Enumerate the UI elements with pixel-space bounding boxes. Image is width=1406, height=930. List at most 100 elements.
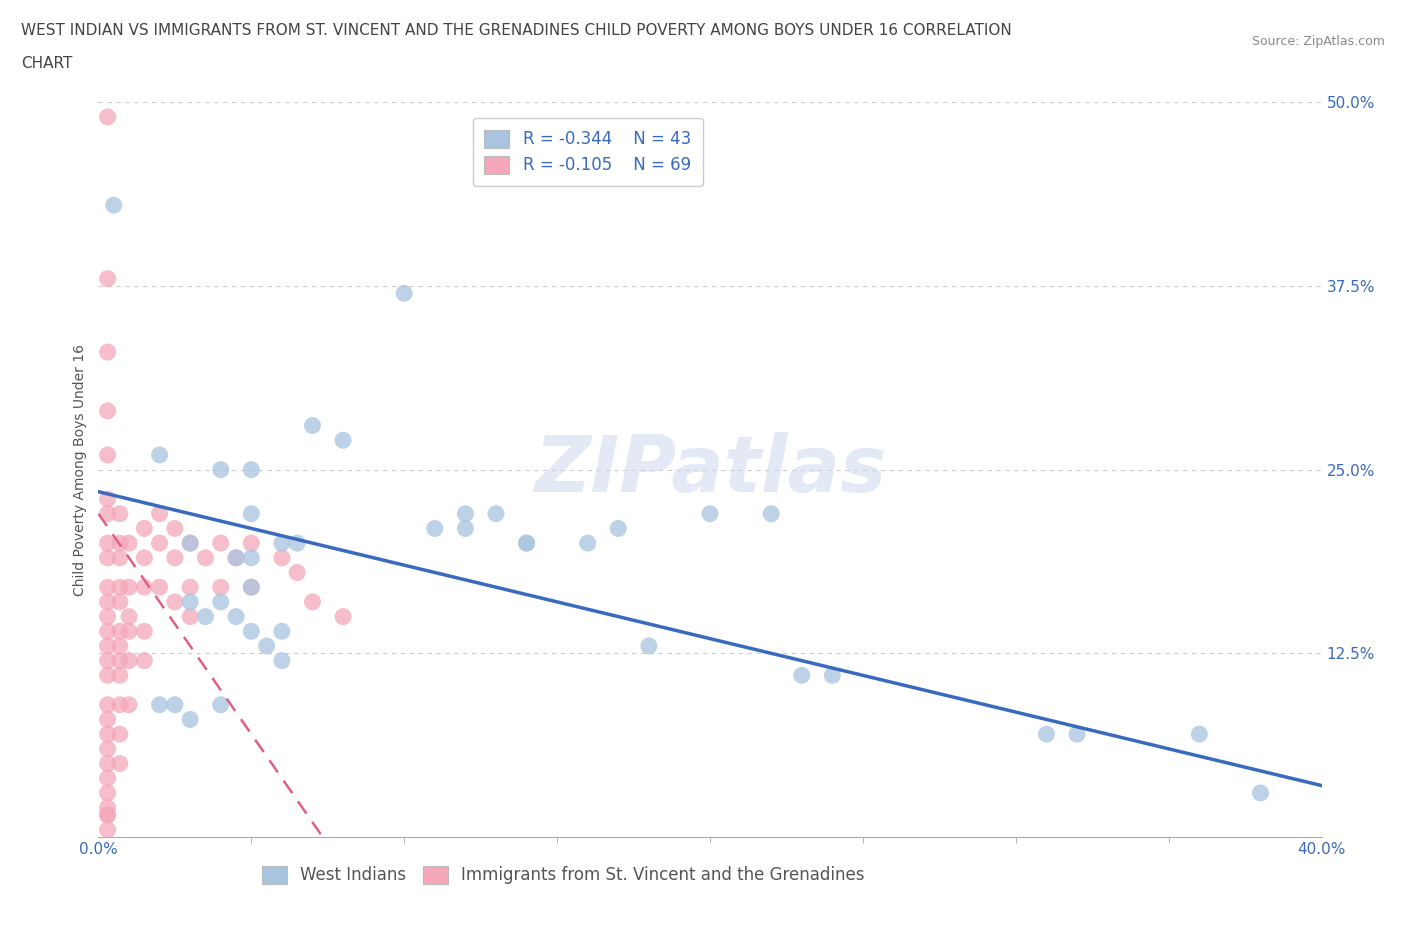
Point (97, 786, 120, 801)
Point (97, 807, 120, 822)
Point (179, 579, 201, 594)
Point (225, 551, 247, 565)
Point (332, 609, 354, 624)
Point (97, 551, 120, 565)
Point (209, 462, 232, 477)
Point (97, 447, 120, 462)
Text: Source: ZipAtlas.com: Source: ZipAtlas.com (1251, 35, 1385, 48)
Point (97, 506, 120, 521)
Point (240, 624, 263, 639)
Text: WEST INDIAN VS IMMIGRANTS FROM ST. VINCENT AND THE GRENADINES CHILD POVERTY AMON: WEST INDIAN VS IMMIGRANTS FROM ST. VINCE… (21, 23, 1012, 38)
Point (134, 551, 156, 565)
Point (485, 506, 508, 521)
Point (108, 653, 131, 668)
Point (163, 551, 186, 565)
Point (108, 639, 131, 654)
Point (209, 698, 232, 712)
Point (301, 418, 323, 433)
Point (270, 653, 292, 668)
Point (97, 741, 120, 756)
Point (108, 579, 131, 594)
Point (179, 594, 201, 609)
Point (134, 521, 156, 536)
Point (516, 536, 538, 551)
Point (149, 579, 172, 594)
Point (607, 521, 630, 536)
Point (97, 110, 120, 125)
Point (285, 565, 308, 580)
Point (149, 447, 172, 462)
Point (516, 536, 538, 551)
Point (108, 506, 131, 521)
Point (270, 536, 292, 551)
Point (759, 506, 782, 521)
Point (179, 609, 201, 624)
Point (118, 624, 141, 639)
Point (108, 756, 131, 771)
Point (209, 536, 232, 551)
Point (97, 492, 120, 507)
Point (225, 609, 247, 624)
Point (97, 594, 120, 609)
Text: CHART: CHART (21, 56, 73, 71)
Point (149, 698, 172, 712)
Point (97, 756, 120, 771)
Point (97, 404, 120, 418)
Point (108, 551, 131, 565)
Point (270, 624, 292, 639)
Point (1066, 726, 1088, 741)
Point (97, 609, 120, 624)
Y-axis label: Child Poverty Among Boys Under 16: Child Poverty Among Boys Under 16 (73, 344, 87, 595)
Point (332, 432, 354, 447)
Point (108, 698, 131, 712)
Point (209, 594, 232, 609)
Point (97, 668, 120, 683)
Point (149, 536, 172, 551)
Point (97, 807, 120, 822)
Point (97, 698, 120, 712)
Text: ZIPatlas: ZIPatlas (534, 432, 886, 508)
Point (97, 800, 120, 815)
Point (108, 668, 131, 683)
Legend: West Indians, Immigrants from St. Vincent and the Grenadines: West Indians, Immigrants from St. Vincen… (254, 859, 872, 891)
Point (97, 712, 120, 727)
Point (134, 624, 156, 639)
Point (1188, 726, 1211, 741)
Point (240, 579, 263, 594)
Point (423, 521, 446, 536)
Point (256, 639, 278, 654)
Point (1035, 726, 1057, 741)
Point (118, 698, 141, 712)
Point (97, 536, 120, 551)
Point (108, 624, 131, 639)
Point (240, 536, 263, 551)
Point (97, 272, 120, 286)
Point (637, 639, 661, 654)
Point (240, 506, 263, 521)
Point (97, 639, 120, 654)
Point (454, 521, 477, 536)
Point (179, 536, 201, 551)
Point (270, 551, 292, 565)
Point (163, 594, 186, 609)
Point (699, 506, 721, 521)
Point (134, 653, 156, 668)
Point (285, 536, 308, 551)
Point (240, 551, 263, 565)
Point (118, 609, 141, 624)
Point (163, 698, 186, 712)
Point (97, 579, 120, 594)
Point (108, 726, 131, 741)
Point (118, 579, 141, 594)
Point (163, 521, 186, 536)
Point (108, 536, 131, 551)
Point (179, 712, 201, 727)
Point (209, 579, 232, 594)
Point (118, 653, 141, 668)
Point (97, 771, 120, 786)
Point (821, 668, 844, 683)
Point (149, 506, 172, 521)
Point (97, 726, 120, 741)
Point (240, 462, 263, 477)
Point (179, 536, 201, 551)
